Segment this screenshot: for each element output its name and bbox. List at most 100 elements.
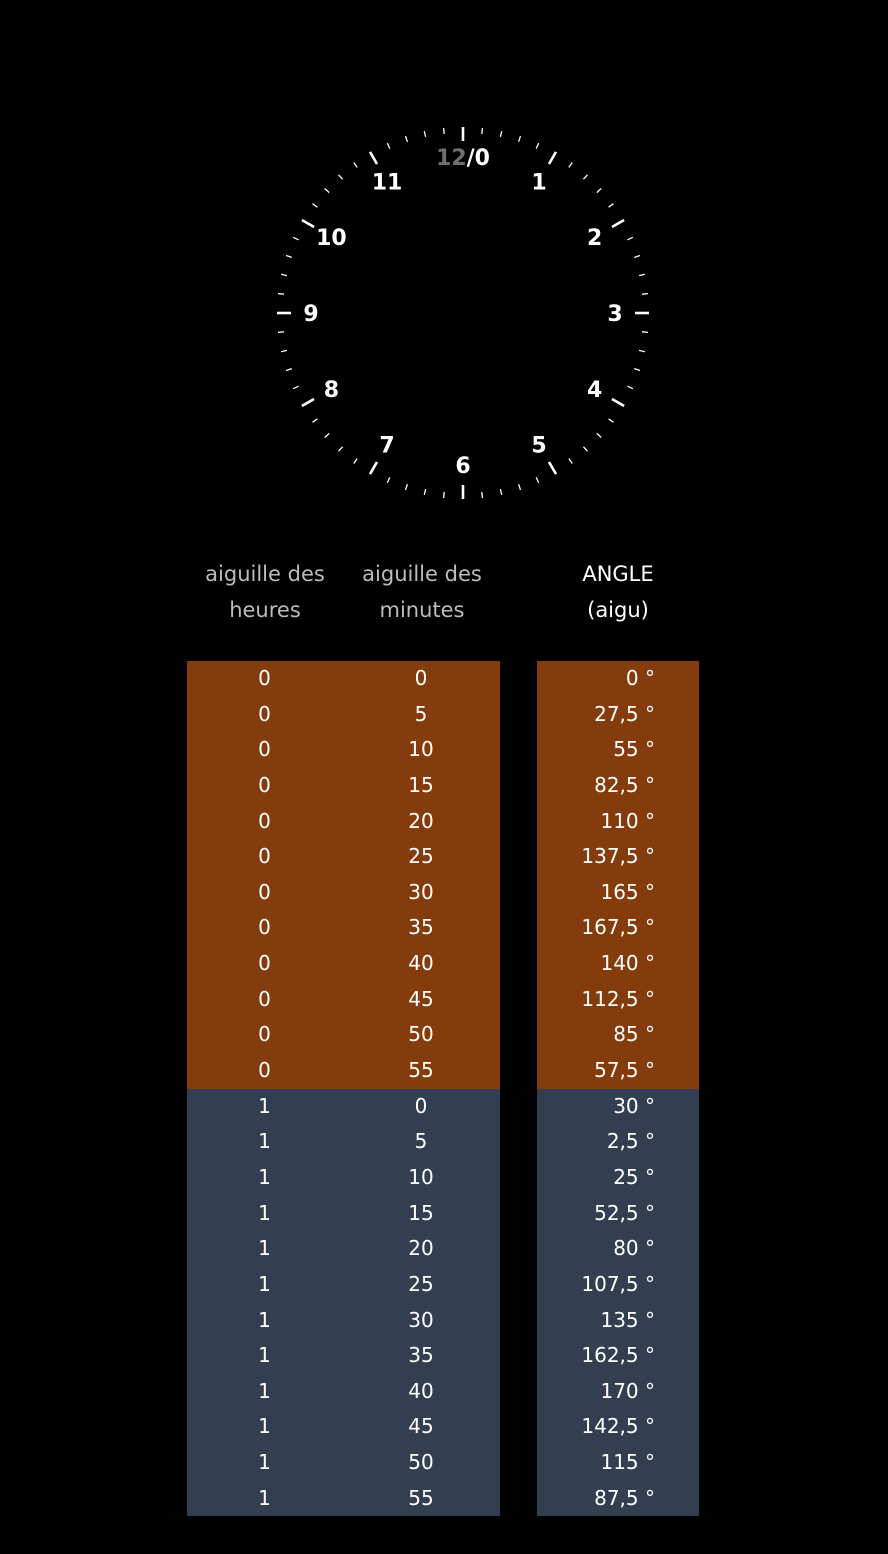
minute-hand-cell: 20 bbox=[408, 808, 434, 833]
angle-cell: 115 ° bbox=[600, 1450, 655, 1475]
clock-tick bbox=[442, 491, 445, 499]
table-row: 80 ° bbox=[537, 1231, 699, 1267]
minute-hand-cell: 55 bbox=[408, 1485, 434, 1510]
clock-tick bbox=[277, 292, 285, 295]
clock-tick bbox=[423, 488, 427, 496]
table-row: 1 40 bbox=[187, 1373, 500, 1410]
table-row: 110 ° bbox=[537, 803, 699, 840]
clock-tick bbox=[547, 151, 558, 165]
hour-hand-cell: 0 bbox=[258, 986, 271, 1011]
angle-cell: 0 ° bbox=[625, 666, 655, 690]
clock-tick bbox=[568, 458, 573, 464]
angle-cell: 162,5 ° bbox=[581, 1343, 655, 1368]
table-row: 1 30 bbox=[187, 1302, 500, 1339]
table-row: 170 ° bbox=[537, 1373, 699, 1410]
minute-hand-cell: 10 bbox=[408, 1164, 434, 1189]
header-minute-hand: aiguille des minutes bbox=[342, 556, 502, 628]
hour-hand-cell: 1 bbox=[258, 1485, 271, 1510]
angle-cell: 2,5 ° bbox=[606, 1129, 655, 1154]
table-row: 0 50 bbox=[187, 1017, 500, 1054]
table-row: 2,5 ° bbox=[537, 1124, 699, 1160]
angle-cell: 80 ° bbox=[613, 1236, 655, 1261]
angle-cell: 112,5 ° bbox=[581, 986, 655, 1011]
clock-label-0: /0 bbox=[467, 146, 490, 171]
angle-cell: 55 ° bbox=[613, 737, 655, 762]
hour-hand-cell: 0 bbox=[258, 951, 271, 976]
angle-table: 0 ° 27,5 ° 55 ° 82,5 ° 110 ° 137,5 ° 165 ° 167,… bbox=[537, 661, 699, 1517]
table-row: 1 50 bbox=[187, 1445, 500, 1481]
angle-cell: 30 ° bbox=[613, 1093, 655, 1118]
clock-tick bbox=[633, 367, 641, 372]
header-minute-line2: minutes bbox=[379, 598, 465, 622]
minute-hand-cell: 15 bbox=[408, 772, 434, 797]
clock-tick bbox=[368, 151, 379, 165]
angle-cell: 82,5 ° bbox=[594, 772, 655, 797]
clock-numeral: 6 bbox=[455, 454, 470, 479]
clock-tick bbox=[517, 135, 522, 143]
hands-table: 0 0 0 5 0 10 0 15 0 20 0 25 0 30 0 35 0 40 0 45 0 50 0 55 1 0 1 5 1 1… bbox=[187, 661, 500, 1517]
minute-hand-cell: 50 bbox=[408, 1450, 434, 1475]
hour-hand-cell: 0 bbox=[258, 666, 271, 690]
angle-cell: 137,5 ° bbox=[581, 844, 655, 869]
minute-hand-cell: 35 bbox=[408, 1343, 434, 1368]
minute-hand-cell: 55 bbox=[408, 1058, 434, 1083]
clock-tick bbox=[535, 142, 540, 149]
table-row: 0 25 bbox=[187, 839, 500, 875]
clock-tick bbox=[442, 127, 445, 135]
minute-hand-cell: 30 bbox=[408, 1307, 434, 1332]
hour-hand-cell: 1 bbox=[258, 1164, 271, 1189]
clock-tick bbox=[368, 461, 379, 475]
hour-hand-cell: 0 bbox=[258, 701, 271, 726]
table-row: 0 35 bbox=[187, 910, 500, 947]
clock-tick bbox=[301, 397, 315, 408]
clock-numeral: 10 bbox=[316, 226, 347, 251]
angle-cell: 110 ° bbox=[600, 808, 655, 833]
clock-numeral: 5 bbox=[531, 434, 546, 459]
table-row: 1 55 bbox=[187, 1480, 500, 1517]
table-row: 25 ° bbox=[537, 1159, 699, 1196]
hour-hand-cell: 0 bbox=[258, 808, 271, 833]
clock-tick bbox=[301, 218, 315, 229]
hour-hand-cell: 1 bbox=[258, 1200, 271, 1225]
angle-cell: 85 ° bbox=[613, 1022, 655, 1047]
clock-ticks bbox=[277, 127, 649, 499]
clock-tick bbox=[611, 218, 625, 229]
clock-top-label: 12/0 bbox=[436, 146, 490, 171]
clock-tick bbox=[277, 331, 285, 334]
angle-cell: 27,5 ° bbox=[594, 701, 655, 726]
clock-tick bbox=[641, 331, 649, 334]
table-row: 165 ° bbox=[537, 874, 699, 911]
hour-hand-cell: 1 bbox=[258, 1093, 271, 1118]
clock-tick bbox=[627, 385, 634, 390]
table-row: 0 45 bbox=[187, 981, 500, 1018]
table-row: 0 20 bbox=[187, 803, 500, 840]
hour-hand-cell: 0 bbox=[258, 737, 271, 762]
hour-hand-cell: 0 bbox=[258, 1058, 271, 1083]
table-row: 167,5 ° bbox=[537, 910, 699, 947]
table-row: 0 10 bbox=[187, 732, 500, 768]
minute-hand-cell: 25 bbox=[408, 844, 434, 869]
header-angle-line2: (aigu) bbox=[587, 598, 649, 622]
angle-cell: 140 ° bbox=[600, 951, 655, 976]
angle-cell: 170 ° bbox=[600, 1378, 655, 1403]
hour-hand-cell: 1 bbox=[258, 1343, 271, 1368]
minute-hand-cell: 0 bbox=[414, 666, 428, 690]
clock-tick bbox=[404, 135, 409, 143]
clock-tick bbox=[638, 349, 646, 353]
hour-hand-cell: 1 bbox=[258, 1236, 271, 1261]
table-row: 1 20 bbox=[187, 1231, 500, 1267]
table-row: 162,5 ° bbox=[537, 1338, 699, 1374]
hour-hand-cell: 1 bbox=[258, 1271, 271, 1296]
minute-hand-cell: 5 bbox=[414, 1129, 428, 1154]
clock-tick bbox=[353, 162, 358, 168]
table-row: 140 ° bbox=[537, 946, 699, 982]
hour-hand-cell: 0 bbox=[258, 879, 271, 904]
angle-cell: 87,5 ° bbox=[594, 1485, 655, 1510]
clock-numeral: 11 bbox=[372, 170, 403, 195]
angle-cell: 165 ° bbox=[600, 879, 655, 904]
minute-hand-cell: 20 bbox=[408, 1236, 434, 1261]
clock-label-12: 12 bbox=[436, 146, 467, 171]
clock-tick bbox=[608, 418, 614, 423]
